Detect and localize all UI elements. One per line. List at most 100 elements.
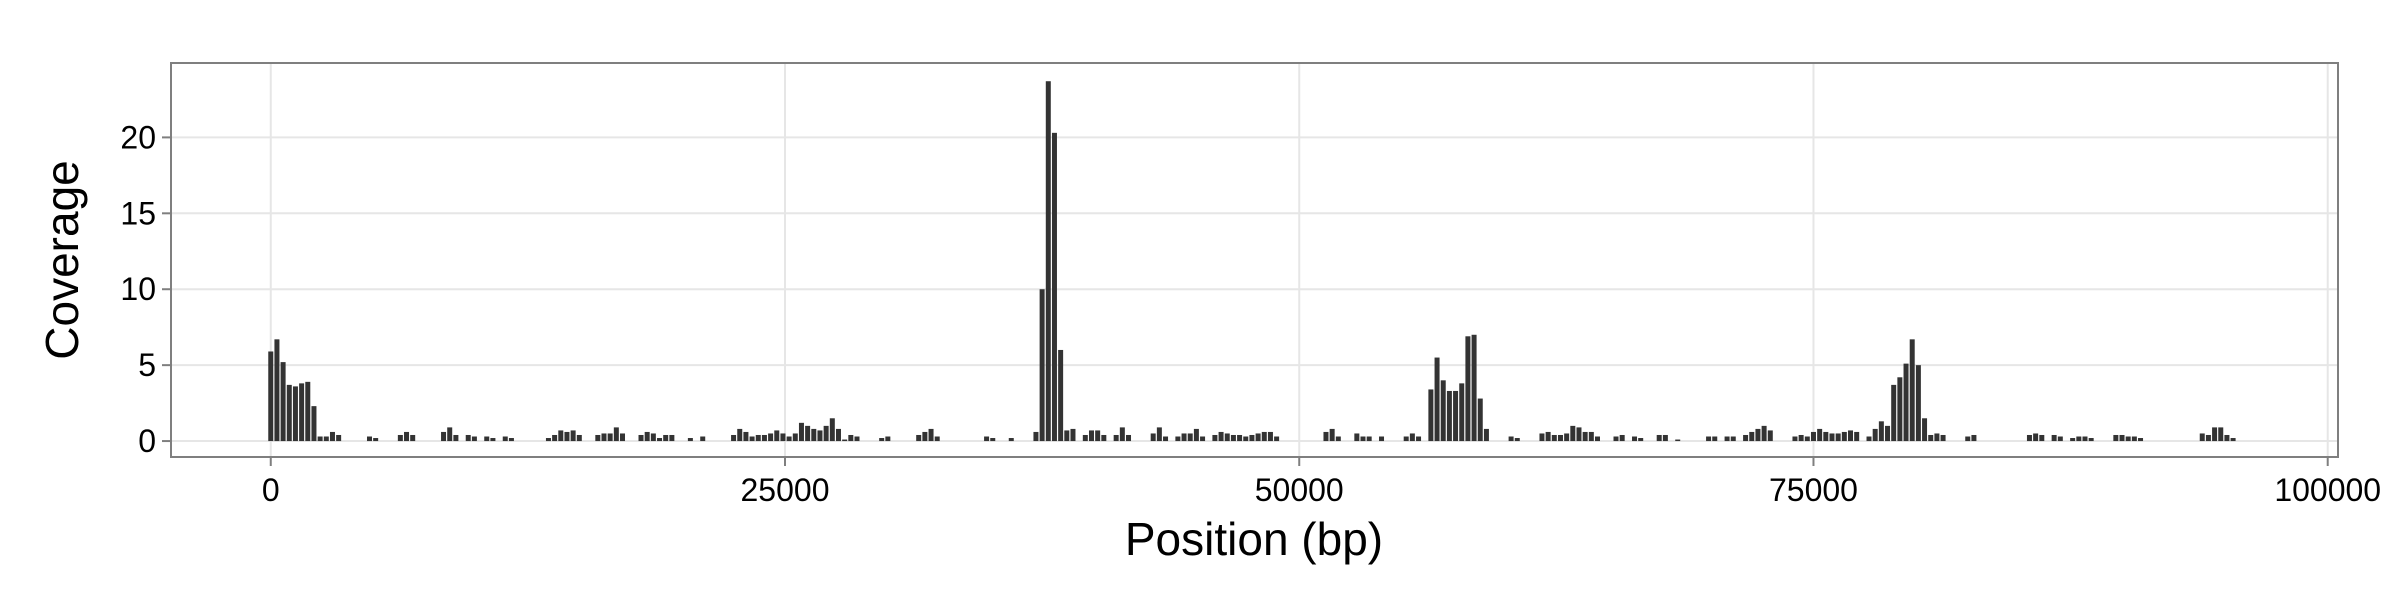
- bar: [669, 434, 675, 442]
- bar: [2138, 438, 2144, 442]
- bar: [934, 436, 940, 442]
- bar: [1823, 431, 1829, 442]
- bar: [1588, 431, 1594, 442]
- bar: [2076, 436, 2082, 442]
- bar: [2131, 436, 2137, 442]
- bar: [1829, 433, 1835, 442]
- bar: [1249, 434, 1255, 442]
- bar: [1792, 436, 1798, 442]
- bar: [1483, 428, 1489, 442]
- bar: [1261, 431, 1267, 442]
- bar: [780, 433, 786, 442]
- bar: [1379, 436, 1385, 442]
- bar: [1243, 436, 1249, 442]
- bar: [2212, 427, 2218, 442]
- bar: [595, 434, 601, 442]
- bar: [1354, 433, 1360, 442]
- bar: [613, 427, 619, 442]
- bar: [1051, 132, 1057, 442]
- bar: [453, 434, 459, 442]
- bar: [1156, 427, 1162, 442]
- bar: [329, 431, 335, 442]
- bar: [2026, 434, 2032, 442]
- bar: [1656, 434, 1662, 442]
- bar: [305, 381, 311, 442]
- y-tick-label: 10: [120, 271, 156, 307]
- bar: [1033, 431, 1039, 442]
- y-tick-label: 0: [138, 423, 156, 459]
- bar: [774, 430, 780, 442]
- x-axis-title: Position (bp): [1125, 513, 1383, 565]
- bar: [1428, 389, 1434, 442]
- bar: [755, 434, 761, 442]
- bar: [1872, 428, 1878, 442]
- bar: [1187, 433, 1193, 442]
- bar: [1064, 430, 1070, 442]
- bar: [1564, 433, 1570, 442]
- bar: [663, 434, 669, 442]
- bar: [1255, 433, 1261, 442]
- bar: [564, 431, 570, 442]
- bar: [545, 438, 551, 442]
- bar: [2205, 434, 2211, 442]
- bar: [1570, 425, 1576, 442]
- bar: [879, 438, 885, 442]
- bar: [1323, 431, 1329, 442]
- bar: [1070, 428, 1076, 442]
- bar: [1878, 421, 1884, 442]
- bar: [2051, 434, 2057, 442]
- bar: [1446, 390, 1452, 442]
- bar: [2125, 436, 2131, 442]
- bar: [1662, 434, 1668, 442]
- x-tick-label: 25000: [741, 472, 830, 508]
- bar: [1045, 81, 1051, 442]
- bar: [1274, 436, 1280, 442]
- bar: [984, 436, 990, 442]
- bar: [1193, 428, 1199, 442]
- bar: [397, 434, 403, 442]
- bar: [1039, 289, 1045, 442]
- bar: [928, 428, 934, 442]
- bar: [1465, 336, 1471, 442]
- bar: [854, 436, 860, 442]
- bar: [1903, 363, 1909, 442]
- bar: [1940, 434, 1946, 442]
- bar: [280, 362, 286, 442]
- bar: [2218, 427, 2224, 442]
- panel-border: [170, 62, 2339, 458]
- bar: [441, 431, 447, 442]
- bar: [657, 438, 663, 442]
- bar: [687, 438, 693, 442]
- x-tick-label: 50000: [1255, 472, 1344, 508]
- bar: [1335, 436, 1341, 442]
- x-tick-label: 0: [262, 472, 280, 508]
- bar: [1835, 433, 1841, 442]
- bar: [644, 431, 650, 442]
- bar: [1163, 436, 1169, 442]
- bar: [1218, 431, 1224, 442]
- bar: [2199, 433, 2205, 442]
- bar: [1632, 436, 1638, 442]
- bar: [885, 436, 891, 442]
- bar: [1848, 430, 1854, 442]
- bar: [1804, 436, 1810, 442]
- bar: [1119, 427, 1125, 442]
- bar: [817, 430, 823, 442]
- bar: [1965, 436, 1971, 442]
- bar: [1922, 418, 1928, 442]
- x-tick-label: 75000: [1769, 472, 1858, 508]
- bar: [1181, 433, 1187, 442]
- bar: [317, 436, 323, 442]
- bar: [1150, 433, 1156, 442]
- bar: [1915, 365, 1921, 442]
- bar: [490, 438, 496, 442]
- bar: [1459, 383, 1465, 442]
- bar: [1885, 425, 1891, 442]
- bar: [1712, 436, 1718, 442]
- bar: [1453, 390, 1459, 442]
- y-tick-label: 20: [120, 119, 156, 155]
- bar: [786, 436, 792, 442]
- bar: [2082, 436, 2088, 442]
- bar: [447, 427, 453, 442]
- bar: [1971, 434, 1977, 442]
